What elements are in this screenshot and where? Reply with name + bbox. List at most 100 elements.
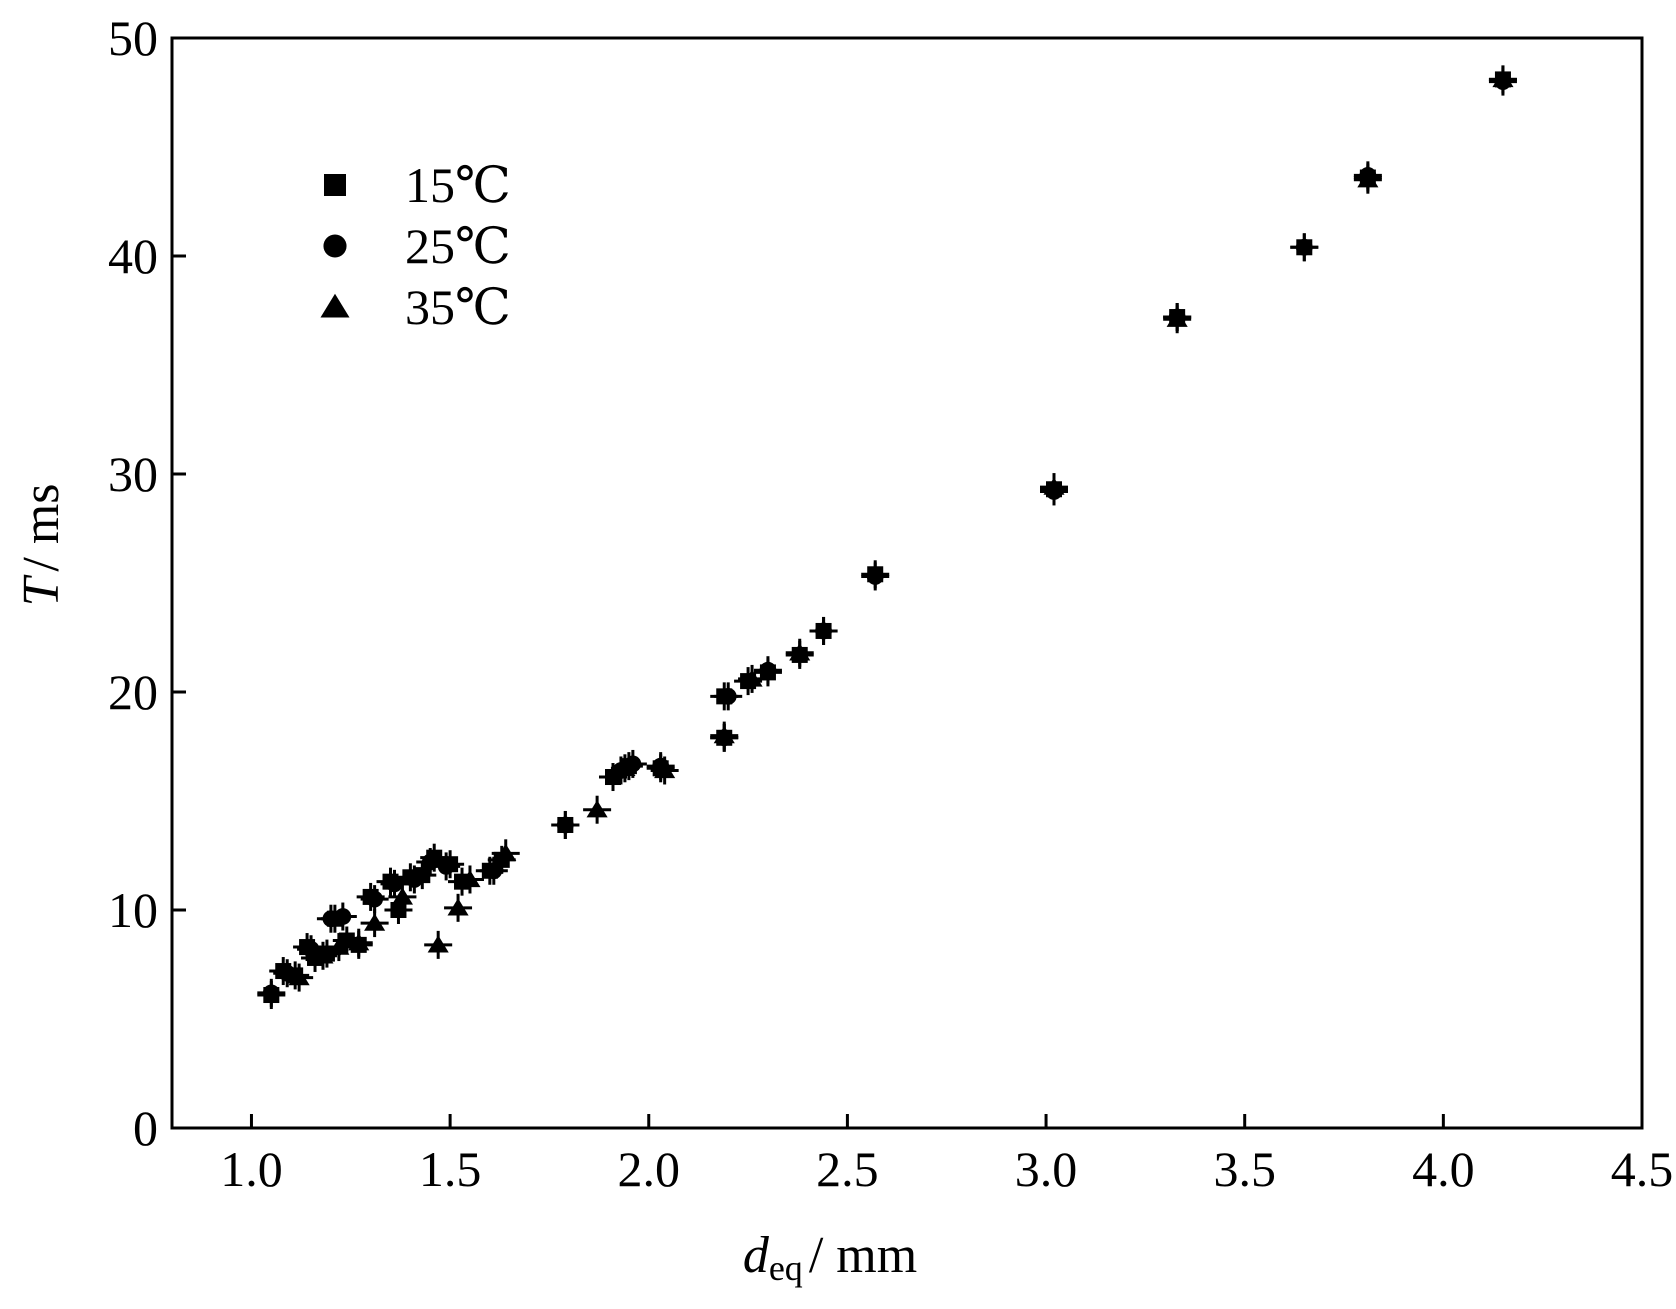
data-point	[861, 562, 890, 591]
marker-circle	[437, 858, 455, 875]
data-point	[360, 909, 389, 938]
x-tick-label: 4.5	[1611, 1141, 1674, 1197]
data-point	[308, 941, 337, 970]
data-point	[257, 978, 286, 1007]
legend-label: 35℃	[405, 279, 511, 335]
x-axis-label: deq / mm	[743, 1227, 917, 1288]
legend-marker-triangle	[320, 293, 350, 318]
marker-circle	[759, 661, 777, 679]
marker-triangle	[288, 967, 310, 986]
data-point	[710, 721, 739, 750]
series-triangle	[285, 65, 1517, 992]
legend-item: 35℃	[320, 279, 511, 335]
x-tick-label: 1.0	[220, 1141, 283, 1197]
data-point	[551, 810, 580, 839]
x-tick-label: 3.5	[1213, 1141, 1276, 1197]
marker-triangle	[427, 935, 449, 953]
y-tick-label: 20	[108, 664, 158, 720]
data-point	[809, 616, 838, 645]
marker-triangle	[1043, 477, 1065, 495]
legend-item: 25℃	[323, 218, 511, 274]
y-tick-label: 10	[108, 882, 158, 938]
x-tick-label: 3.0	[1015, 1141, 1078, 1197]
marker-triangle	[1166, 309, 1188, 327]
marker-circle	[302, 940, 320, 958]
marker-circle	[485, 862, 503, 880]
data-point	[432, 852, 461, 881]
legend-label: 25℃	[405, 218, 511, 274]
data-point	[1488, 65, 1517, 94]
axis-ticks	[172, 36, 1644, 1130]
marker-circle	[366, 890, 384, 908]
marker-circle	[719, 687, 737, 705]
data-point	[491, 839, 520, 868]
marker-circle	[421, 853, 439, 871]
marker-circle	[1295, 238, 1313, 256]
marker-triangle	[1492, 69, 1514, 88]
marker-triangle	[713, 726, 735, 744]
marker-triangle	[328, 937, 350, 955]
marker-triangle	[495, 843, 517, 861]
marker-triangle	[654, 760, 676, 779]
legend: 15℃25℃35℃	[320, 157, 511, 335]
x-tick-label: 1.5	[419, 1141, 482, 1197]
data-point	[424, 930, 453, 959]
data-point	[1163, 305, 1192, 334]
data-point	[753, 656, 782, 685]
marker-triangle	[348, 933, 370, 951]
y-tick-label: 50	[108, 10, 158, 66]
data-point	[650, 756, 679, 785]
legend-marker-square	[324, 174, 346, 196]
y-axis-label: T/ ms	[13, 483, 70, 606]
y-tick-label: 30	[108, 446, 158, 502]
x-tick-label: 2.5	[816, 1141, 879, 1197]
data-point	[324, 933, 353, 962]
marker-triangle	[312, 946, 334, 964]
marker-triangle	[391, 887, 413, 905]
data-point	[285, 963, 314, 992]
data-point	[328, 902, 357, 931]
legend-label: 15℃	[405, 157, 511, 213]
x-tick-label: 4.0	[1412, 1141, 1475, 1197]
legend-item: 15℃	[324, 157, 511, 213]
data-point	[344, 928, 373, 957]
marker-triangle	[614, 758, 636, 776]
series-circle	[257, 67, 1517, 1007]
y-tick-label: 40	[108, 228, 158, 284]
marker-triangle	[1357, 170, 1379, 188]
marker-circle	[405, 871, 423, 888]
data-point	[297, 935, 326, 964]
marker-triangle	[459, 869, 481, 888]
marker-circle	[815, 622, 832, 640]
data-point	[610, 754, 639, 783]
data-point	[455, 865, 484, 894]
marker-circle	[262, 984, 280, 1002]
data-point	[400, 865, 429, 894]
data-point	[738, 664, 767, 693]
marker-triangle	[789, 643, 811, 661]
data-points	[257, 65, 1517, 1010]
data-point	[785, 638, 814, 667]
data-point	[1290, 233, 1319, 262]
data-point	[388, 882, 417, 911]
data-point	[444, 893, 473, 922]
marker-circle	[334, 908, 352, 925]
data-point	[360, 885, 389, 914]
marker-circle	[866, 568, 884, 585]
marker-triangle	[447, 898, 469, 916]
plot-frame	[170, 36, 1644, 1130]
data-point	[1040, 473, 1068, 502]
marker-triangle	[364, 913, 386, 931]
marker-circle	[556, 816, 574, 834]
x-tick-label: 2.0	[618, 1141, 681, 1197]
legend-marker-circle	[323, 234, 347, 258]
data-point	[1353, 165, 1382, 194]
marker-circle	[386, 875, 403, 893]
marker-triangle	[586, 800, 608, 818]
data-point	[714, 682, 743, 711]
data-point	[479, 856, 508, 885]
axis-tick-labels: 1.0 1.5 2.0 2.5 3.0 3.5 4.0 4.5 0 10 20 30 40 50	[108, 10, 1673, 1197]
y-tick-label: 0	[133, 1100, 158, 1156]
marker-triangle	[741, 669, 763, 687]
